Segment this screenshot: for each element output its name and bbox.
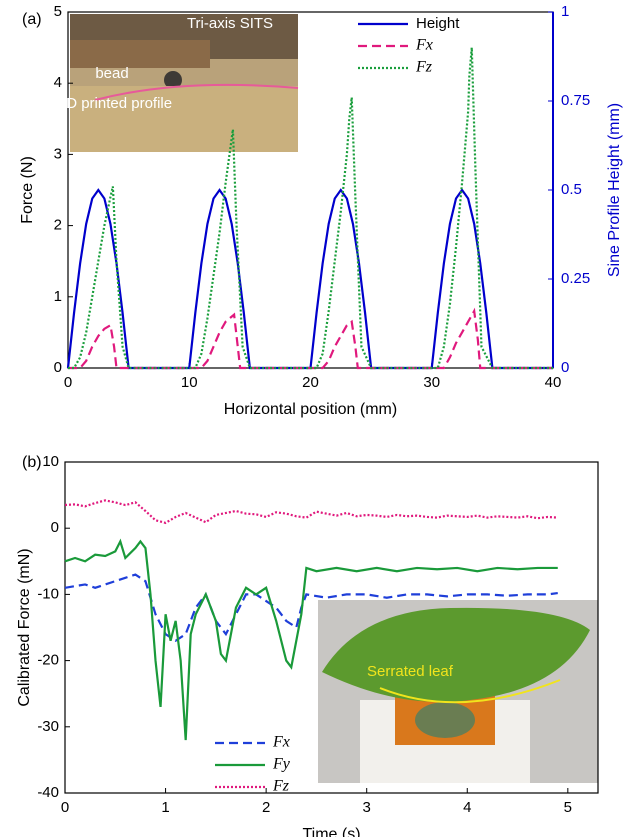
- inset-photo-b: [318, 600, 598, 783]
- series-line: [68, 47, 553, 370]
- legend-label: Fx: [415, 37, 433, 54]
- x-tick-label: 0: [64, 374, 72, 391]
- y2-tick-label: 0.5: [561, 181, 582, 198]
- inset-photo-a: [70, 14, 299, 152]
- y-tick-label: 10: [42, 453, 59, 470]
- x-tick-label: 20: [302, 374, 319, 391]
- inset-annotation: 3D printed profile: [58, 95, 172, 112]
- inset-annotation: Serrated leaf: [367, 663, 454, 680]
- legend-label: Fz: [272, 778, 290, 795]
- y-tick-label: 2: [54, 217, 62, 234]
- plot-frame: [64, 461, 599, 794]
- y-tick-label: 1: [54, 288, 62, 305]
- x-tick-label: 30: [423, 374, 440, 391]
- x-tick-label: 4: [463, 799, 471, 816]
- panel-label: (a): [22, 11, 42, 28]
- series-line: [64, 573, 558, 643]
- x-tick-label: 0: [61, 799, 69, 816]
- legend-label: Fx: [272, 734, 290, 751]
- x-tick-label: 2: [262, 799, 270, 816]
- legend-label: Height: [416, 15, 460, 32]
- legend-label: Fz: [415, 59, 433, 76]
- panel-label: (b): [22, 454, 42, 471]
- x-axis-label: Horizontal position (mm): [224, 401, 397, 418]
- inset-annotation: bead: [95, 65, 128, 82]
- legend-label: Fy: [272, 756, 291, 773]
- y2-tick-label: 0.25: [561, 270, 590, 287]
- x-tick-label: 40: [545, 374, 562, 391]
- series-line: [64, 499, 558, 525]
- x-tick-label: 10: [181, 374, 198, 391]
- y-axis-label: Force (N): [19, 156, 36, 224]
- y2-tick-label: 0.75: [561, 92, 590, 109]
- y-tick-label: -30: [37, 718, 59, 735]
- x-tick-label: 5: [564, 799, 572, 816]
- series-line: [68, 307, 553, 370]
- y-tick-label: 4: [54, 74, 62, 91]
- y-tick-label: -10: [37, 585, 59, 602]
- y-tick-label: -20: [37, 652, 59, 669]
- x-tick-label: 1: [161, 799, 169, 816]
- y-tick-label: 0: [51, 519, 59, 536]
- series-line: [64, 538, 558, 741]
- x-tick-label: 3: [363, 799, 371, 816]
- y2-axis-label: Sine Profile Height (mm): [606, 103, 623, 277]
- y-tick-label: 0: [54, 359, 62, 376]
- y-axis-label: Calibrated Force (mN): [16, 548, 33, 706]
- x-axis-label: Time (s): [302, 826, 360, 837]
- y2-tick-label: 0: [561, 359, 569, 376]
- y-tick-label: 3: [54, 145, 62, 162]
- inset-annotation: Tri-axis SITS: [187, 15, 273, 32]
- y2-tick-label: 1: [561, 3, 569, 20]
- y-tick-label: -40: [37, 784, 59, 801]
- y-tick-label: 5: [54, 3, 62, 20]
